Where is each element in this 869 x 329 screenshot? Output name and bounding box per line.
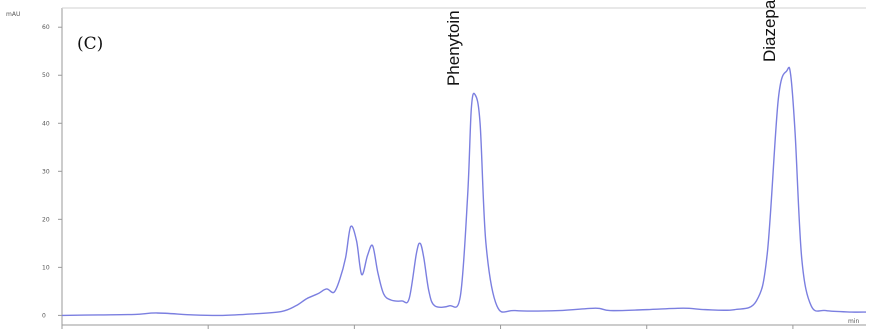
panel-label: (C) bbox=[77, 34, 103, 54]
chart-series-layer bbox=[61, 66, 867, 317]
y-tick-label: 0 bbox=[42, 312, 46, 319]
y-tick-label: 20 bbox=[42, 216, 50, 223]
y-tick-label: 60 bbox=[42, 24, 50, 31]
chromatogram-trace bbox=[61, 66, 867, 317]
x-axis-unit-label: min bbox=[848, 318, 860, 325]
y-tick-label: 30 bbox=[42, 168, 50, 175]
y-tick-label: 50 bbox=[42, 72, 50, 79]
y-tick-label: 10 bbox=[42, 264, 50, 271]
y-axis-unit-label: mAU bbox=[6, 11, 20, 18]
peak-annotations: Phenytoin Diazepam bbox=[444, 0, 779, 86]
peak-label-phenytoin: Phenytoin bbox=[444, 10, 463, 86]
y-tick-label: 40 bbox=[42, 120, 50, 127]
peak-label-diazepam: Diazepam bbox=[760, 0, 779, 62]
chart-ticks: 0 10 20 30 40 50 60 bbox=[42, 24, 794, 329]
chart-axes bbox=[61, 7, 866, 326]
